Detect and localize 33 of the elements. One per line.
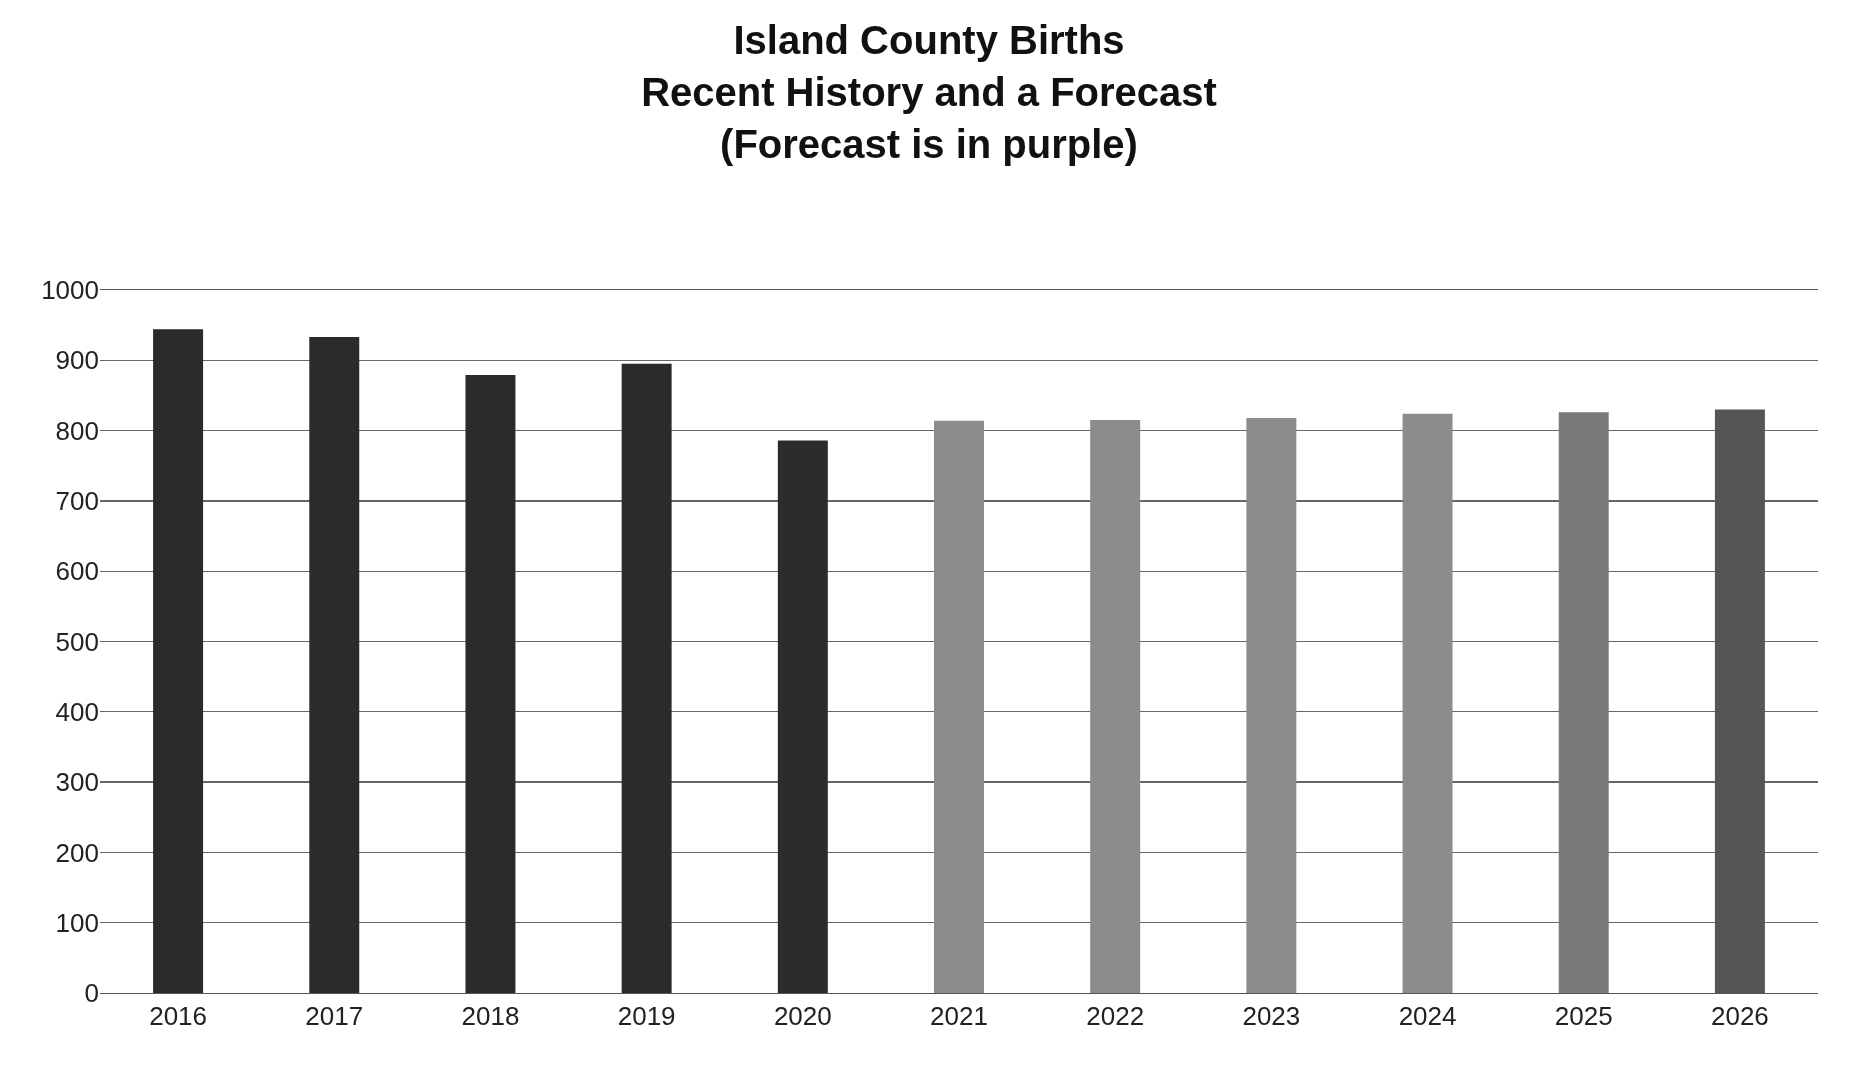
x-tick-label: 2025 xyxy=(1554,1001,1613,1032)
y-tick-label: 900 xyxy=(55,345,99,376)
bar xyxy=(1558,412,1609,993)
y-tick-label: 700 xyxy=(55,486,99,516)
x-tick-label: 2024 xyxy=(1398,1001,1457,1032)
bar xyxy=(1402,413,1453,993)
y-tick-label: 400 xyxy=(55,696,99,727)
x-tick-label: 2019 xyxy=(617,1001,676,1032)
x-tick-label: 2017 xyxy=(305,1001,364,1032)
y-tick-label: 300 xyxy=(55,767,99,798)
bar xyxy=(309,337,360,993)
bar xyxy=(934,420,984,993)
x-tick-label: 2021 xyxy=(930,1001,988,1032)
y-tick-label: 200 xyxy=(55,837,99,868)
x-tick-label: 2018 xyxy=(461,1001,520,1032)
bar xyxy=(1246,417,1297,993)
bar xyxy=(465,375,516,993)
y-tick-label: 800 xyxy=(55,415,99,446)
bar xyxy=(1090,420,1141,993)
x-tick-label: 2026 xyxy=(1710,1001,1769,1032)
x-tick-label: 2020 xyxy=(773,1001,832,1032)
y-tick-label: 500 xyxy=(55,626,99,657)
x-tick-label: 2023 xyxy=(1242,1001,1301,1032)
bar xyxy=(777,440,828,993)
chart-title: Island County Births Recent History and a Forecast (Forecast is in purple) xyxy=(641,17,1217,166)
y-tick-label: 100 xyxy=(55,907,99,938)
y-tick-label: 600 xyxy=(55,556,99,587)
y-tick-label: 0 xyxy=(84,978,99,1009)
x-tick-label: 2022 xyxy=(1086,1001,1145,1032)
x-tick-label: 2016 xyxy=(149,1001,208,1032)
y-tick-label: 1000 xyxy=(41,275,99,306)
bar xyxy=(621,363,672,993)
bar xyxy=(153,329,204,993)
